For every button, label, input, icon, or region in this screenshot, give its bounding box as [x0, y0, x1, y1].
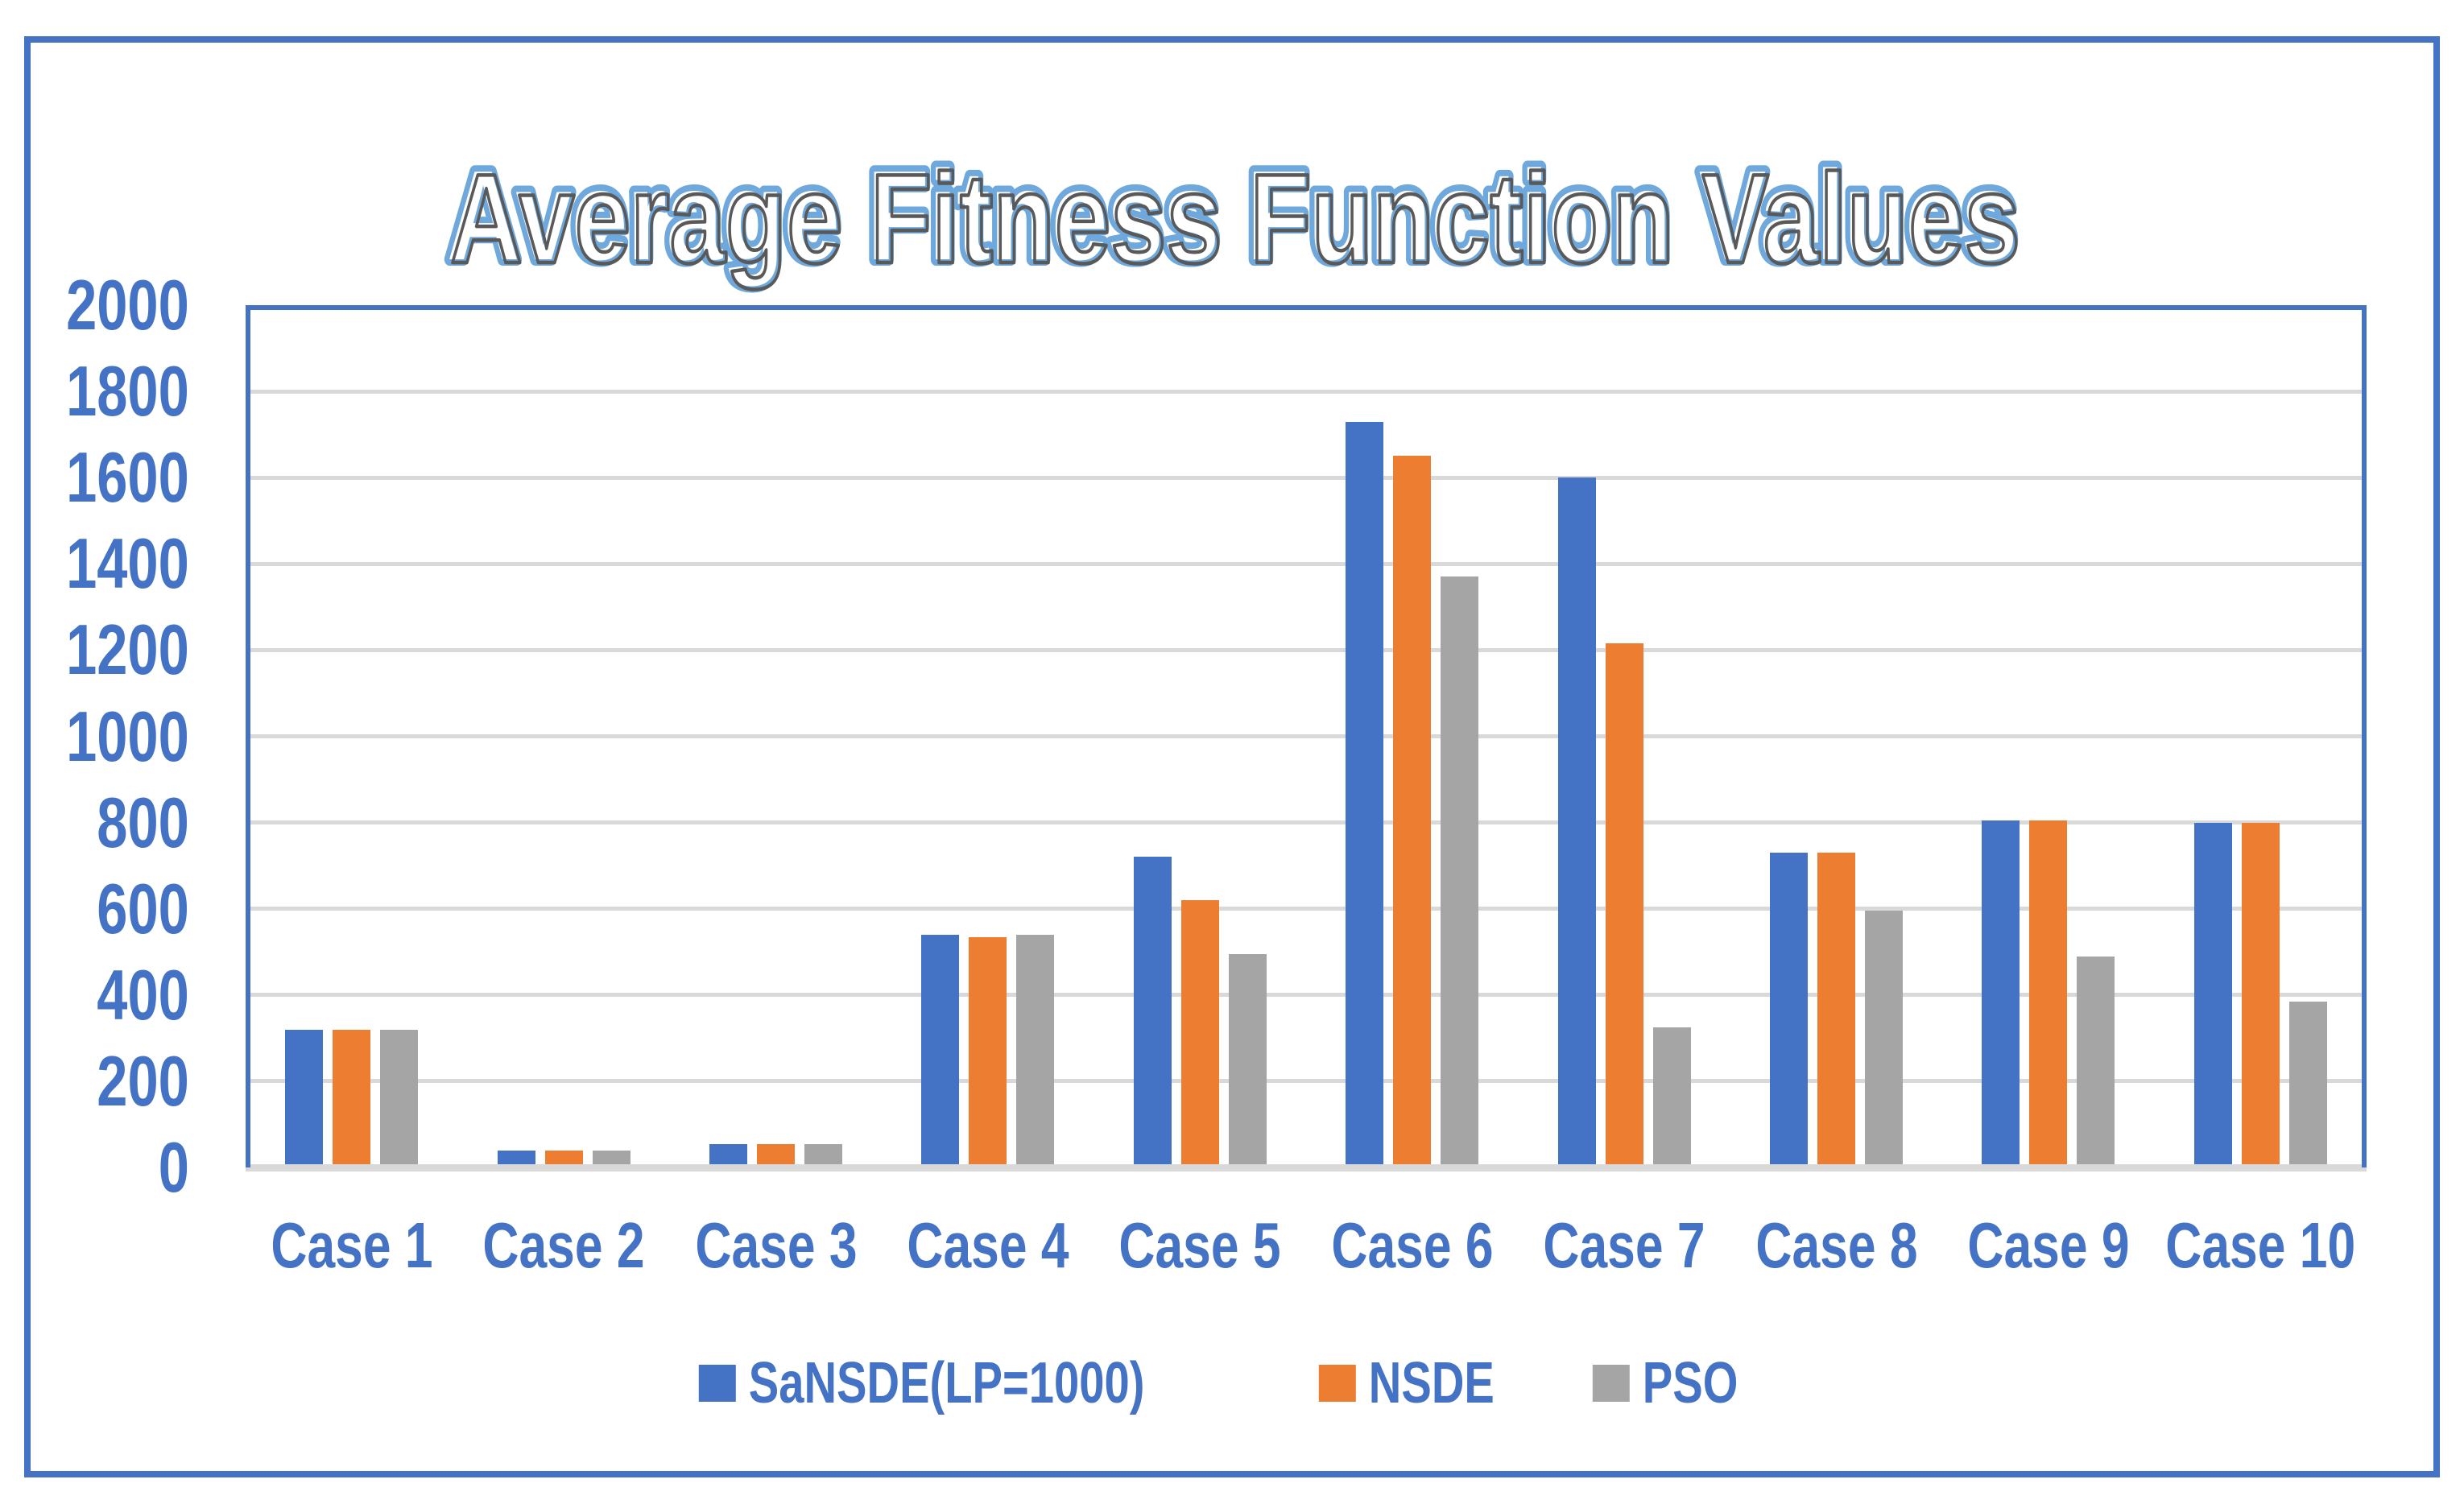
legend-item: SaNSDE(LP=1000): [698, 1351, 1256, 1415]
bar-sansde-lp-1000-4: [921, 934, 960, 1167]
x-category-label: Case 9: [1967, 1209, 2130, 1281]
legend-label: PSO: [1643, 1351, 1738, 1415]
bar-nsde-4: [969, 936, 1007, 1167]
legend-label: SaNSDE(LP=1000): [748, 1351, 1145, 1415]
bar-sansde-lp-1000-1: [285, 1029, 324, 1167]
y-tick-label: 400: [97, 954, 189, 1035]
gridline: [246, 389, 2367, 394]
bar-pso-5: [1228, 953, 1267, 1167]
legend-swatch: [1319, 1365, 1357, 1402]
legend: SaNSDE(LP=1000) NSDE PSO: [698, 1351, 1765, 1415]
bar-nsde-3: [757, 1143, 795, 1167]
gridline: [246, 993, 2367, 998]
bar-nsde-2: [544, 1150, 583, 1167]
legend-item: NSDE: [1319, 1354, 1530, 1412]
legend-swatch: [1593, 1365, 1631, 1402]
y-tick-label: 1200: [66, 610, 189, 690]
bar-sansde-lp-1000-6: [1346, 421, 1384, 1167]
gridline: [246, 820, 2367, 825]
bar-pso-9: [2077, 956, 2115, 1167]
bar-nsde-6: [1393, 456, 1432, 1167]
gridline: [246, 907, 2367, 911]
bar-sansde-lp-1000-2: [497, 1150, 535, 1167]
bar-sansde-lp-1000-10: [2193, 822, 2232, 1167]
gridline: [246, 647, 2367, 652]
legend-swatch: [698, 1365, 736, 1402]
y-tick-label: 1000: [66, 696, 189, 776]
y-tick-label: 600: [97, 868, 189, 948]
bar-sansde-lp-1000-8: [1770, 853, 1808, 1167]
x-category-label: Case 8: [1755, 1209, 1918, 1281]
bar-nsde-8: [1817, 853, 1855, 1167]
y-tick-label: 800: [97, 782, 189, 862]
bar-pso-8: [1865, 911, 1903, 1167]
bar-pso-10: [2288, 1001, 2327, 1167]
legend-item: PSO: [1593, 1354, 1765, 1412]
x-category-label: Case 7: [1543, 1209, 1705, 1281]
x-category-label: Case 3: [694, 1209, 858, 1281]
chart-title: Average Fitness Function Values: [450, 148, 2020, 290]
gridline: [246, 475, 2367, 480]
y-tick-label: 2000: [66, 265, 189, 345]
bar-nsde-9: [2029, 820, 2068, 1167]
bar-pso-2: [592, 1150, 630, 1167]
y-tick-label: 1600: [66, 437, 189, 518]
bar-sansde-lp-1000-3: [709, 1143, 747, 1167]
bar-sansde-lp-1000-5: [1133, 857, 1172, 1167]
legend-label: NSDE: [1369, 1351, 1495, 1415]
x-category-label: Case 4: [907, 1209, 1069, 1281]
gridline: [246, 561, 2367, 566]
x-category-label: Case 1: [271, 1209, 433, 1281]
bar-nsde-7: [1605, 643, 1643, 1167]
bar-pso-7: [1652, 1027, 1691, 1167]
outer-border: [24, 36, 2440, 1477]
gridline: [246, 734, 2367, 738]
chart-title-outline: Average Fitness Function Values: [447, 145, 2017, 287]
bar-nsde-10: [2241, 822, 2280, 1167]
bar-pso-4: [1016, 934, 1055, 1167]
x-category-label: Case 10: [2165, 1209, 2356, 1281]
x-category-label: Case 5: [1118, 1209, 1281, 1281]
bar-nsde-5: [1180, 899, 1219, 1167]
bar-nsde-1: [333, 1029, 371, 1167]
plot-area: [246, 305, 2367, 1171]
x-axis-line: [246, 1163, 2367, 1171]
y-tick-label: 1800: [66, 351, 189, 432]
x-category-label: Case 2: [482, 1209, 645, 1281]
bar-sansde-lp-1000-7: [1557, 477, 1596, 1167]
y-tick-label: 200: [97, 1040, 189, 1121]
bar-sansde-lp-1000-9: [1982, 820, 2020, 1167]
x-category-label: Case 6: [1331, 1209, 1494, 1281]
y-tick-label: 1400: [66, 523, 189, 604]
bar-pso-1: [380, 1029, 419, 1167]
chart-title-block: Average Fitness Function Values Average …: [441, 139, 2023, 292]
bar-pso-3: [804, 1143, 842, 1167]
bar-pso-6: [1441, 576, 1479, 1167]
gridline: [246, 1079, 2367, 1084]
y-tick-label: 0: [158, 1127, 189, 1207]
